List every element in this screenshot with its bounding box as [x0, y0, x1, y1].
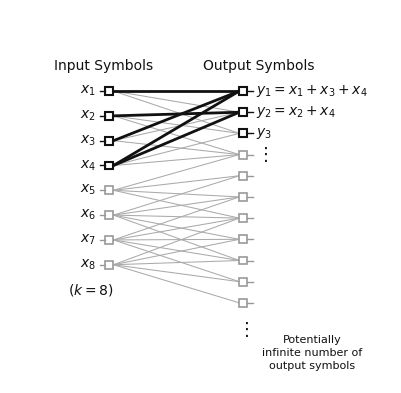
Text: $x_5$: $x_5$ — [80, 183, 96, 198]
Bar — [239, 235, 247, 243]
Bar — [239, 108, 247, 116]
Bar — [105, 186, 113, 194]
Bar — [239, 129, 247, 137]
Text: $y_2=x_2+x_4$: $y_2=x_2+x_4$ — [255, 104, 335, 120]
Text: $y_3$: $y_3$ — [255, 126, 271, 141]
Bar — [239, 299, 247, 307]
Text: $x_7$: $x_7$ — [80, 233, 96, 247]
Text: $x_8$: $x_8$ — [80, 257, 96, 272]
Bar — [105, 261, 113, 269]
Bar — [239, 214, 247, 222]
Bar — [105, 137, 113, 145]
Bar — [239, 278, 247, 286]
Text: Output Symbols: Output Symbols — [203, 59, 314, 73]
Text: $x_6$: $x_6$ — [80, 208, 96, 222]
Text: $y_1=x_1+x_3+x_4$: $y_1=x_1+x_3+x_4$ — [255, 83, 367, 99]
Bar — [105, 236, 113, 244]
Text: Potentially
infinite number of
output symbols: Potentially infinite number of output sy… — [261, 335, 361, 371]
Text: $\vdots$: $\vdots$ — [255, 145, 267, 164]
Bar — [105, 211, 113, 219]
Bar — [105, 162, 113, 169]
Text: $x_1$: $x_1$ — [80, 84, 96, 98]
Bar — [239, 193, 247, 201]
Text: $x_2$: $x_2$ — [80, 108, 96, 123]
Text: Input Symbols: Input Symbols — [53, 59, 152, 73]
Bar — [239, 257, 247, 264]
Bar — [105, 87, 113, 95]
Bar — [239, 151, 247, 158]
Text: $\vdots$: $\vdots$ — [237, 320, 249, 339]
Bar — [239, 172, 247, 180]
Bar — [239, 87, 247, 95]
Bar — [105, 112, 113, 120]
Text: $x_3$: $x_3$ — [80, 134, 96, 148]
Text: $(k=8)$: $(k=8)$ — [68, 282, 113, 298]
Text: $x_4$: $x_4$ — [80, 158, 96, 173]
